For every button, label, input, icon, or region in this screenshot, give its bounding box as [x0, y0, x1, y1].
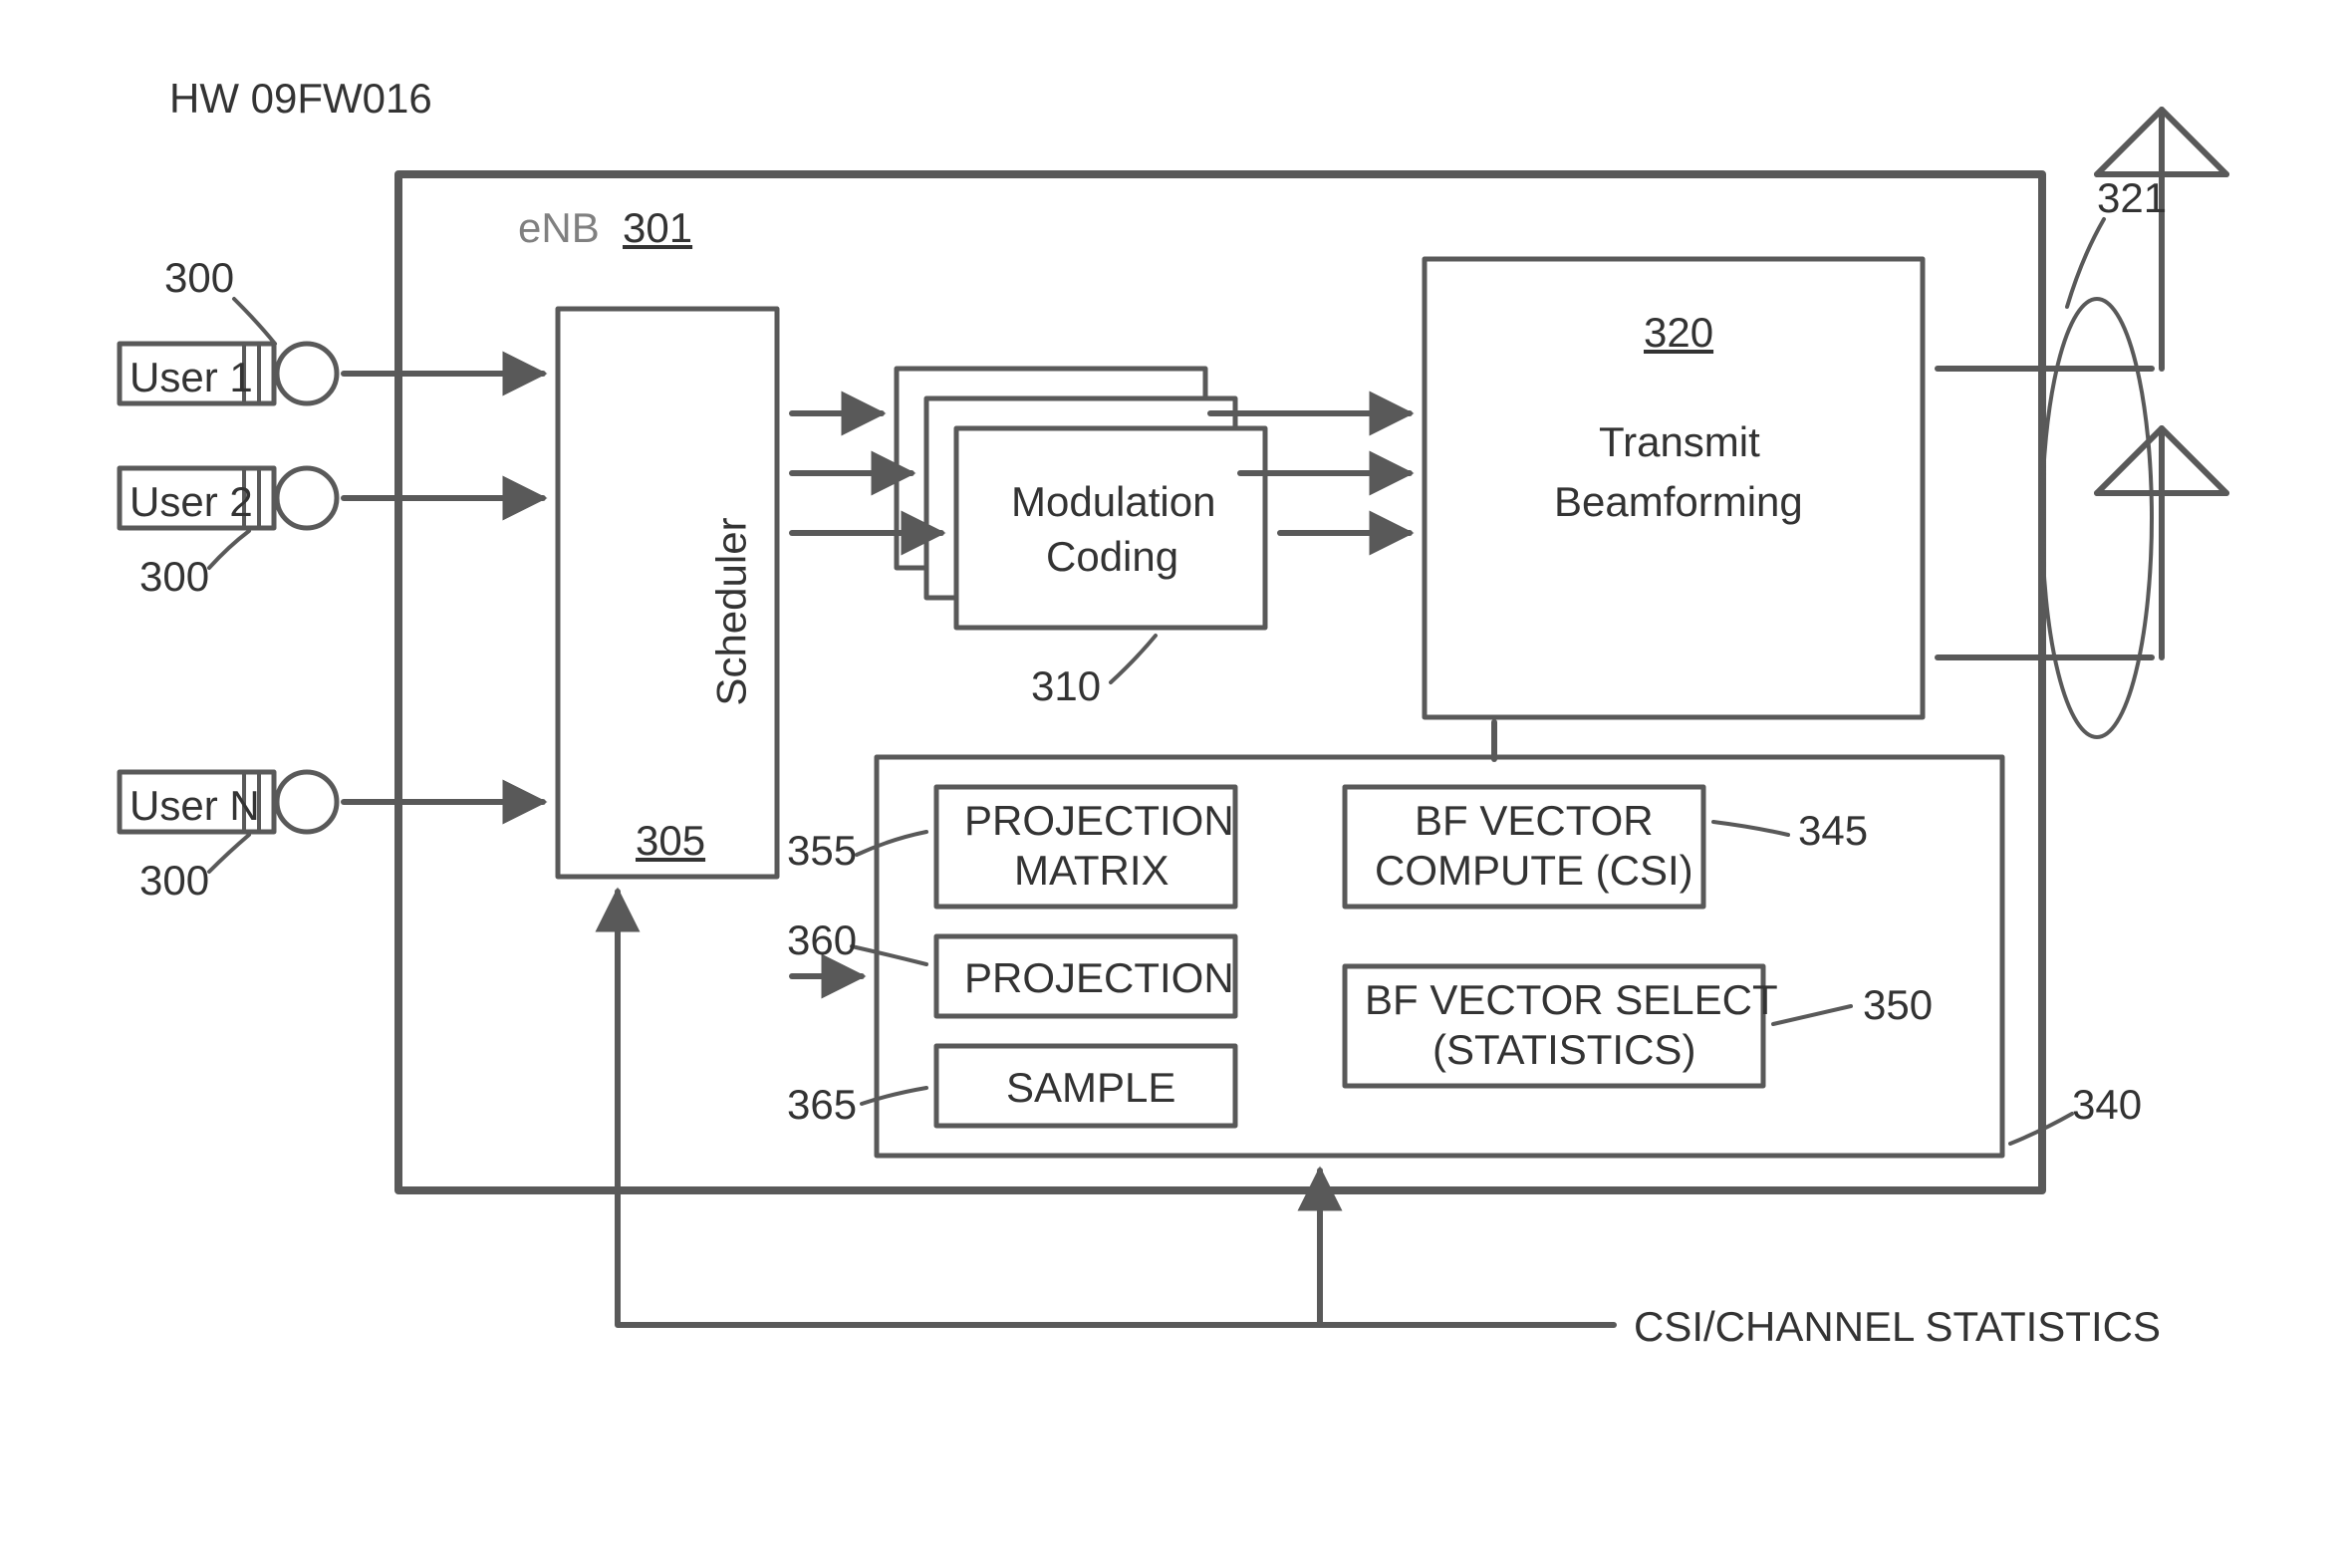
mod-coding-ref: 310: [1031, 662, 1101, 710]
sample-label: SAMPLE: [1006, 1064, 1175, 1112]
bf-compute-l1: BF VECTOR: [1415, 797, 1654, 845]
proj-matrix-l2: MATRIX: [1014, 847, 1170, 895]
bf-compute-ref: 345: [1798, 807, 1868, 855]
projection-ref: 360: [787, 916, 857, 964]
usern-ref: 300: [139, 857, 209, 905]
proj-matrix-ref: 355: [787, 827, 857, 875]
inner-box-ref: 340: [2072, 1081, 2142, 1129]
bf-select-l1: BF VECTOR SELECT: [1365, 976, 1778, 1024]
scheduler-ref: 305: [636, 817, 705, 865]
usern-label: User N: [130, 782, 260, 830]
mod-coding-l1: Modulation: [1011, 478, 1215, 526]
sample-ref: 365: [787, 1081, 857, 1129]
tb-l2: Beamforming: [1554, 478, 1803, 526]
bf-compute-l2: COMPUTE (CSI): [1375, 847, 1693, 895]
proj-matrix-l1: PROJECTION: [964, 797, 1234, 845]
antenna-group-ellipse: [2042, 299, 2152, 737]
user2-ref: 300: [139, 553, 209, 601]
antenna-1: [2097, 110, 2226, 369]
header-code: HW 09FW016: [169, 75, 432, 123]
antenna-2: [2097, 428, 2226, 657]
mod-coding-l2: Coding: [1046, 533, 1178, 581]
mod-coding-front: [956, 428, 1265, 628]
bf-select-ref: 350: [1863, 981, 1933, 1029]
enb-ref: 301: [623, 204, 692, 252]
user1-ref: 300: [164, 254, 234, 302]
enb-label: eNB: [518, 204, 600, 252]
user2-label: User 2: [130, 478, 253, 526]
projection-label: PROJECTION: [964, 954, 1234, 1002]
bf-select-l2: (STATISTICS): [1432, 1026, 1695, 1074]
tb-ref: 320: [1644, 309, 1713, 357]
user1-label: User 1: [130, 354, 253, 401]
csi-label: CSI/CHANNEL STATISTICS: [1634, 1303, 2161, 1351]
tb-l1: Transmit: [1599, 418, 1760, 466]
scheduler-label: Scheduler: [708, 517, 756, 705]
antenna-ref: 321: [2097, 174, 2167, 222]
